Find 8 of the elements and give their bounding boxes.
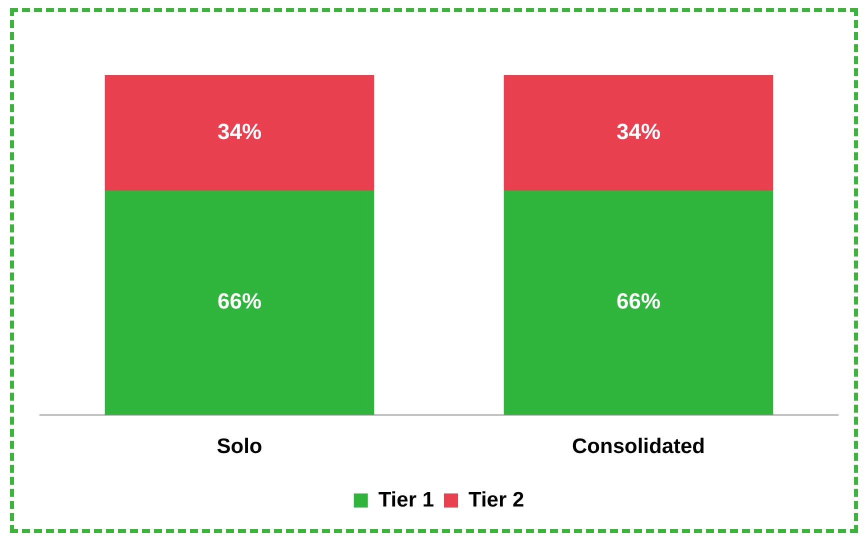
legend-label: Tier 1 <box>378 488 434 512</box>
data-label: 66% <box>217 288 262 314</box>
legend-label: Tier 2 <box>468 488 524 512</box>
data-label: 34% <box>616 118 661 144</box>
data-label: 34% <box>217 118 262 144</box>
x-tick-label: Solo <box>216 435 262 458</box>
x-tick-label: Consolidated <box>572 435 706 458</box>
data-label: 66% <box>616 288 661 314</box>
